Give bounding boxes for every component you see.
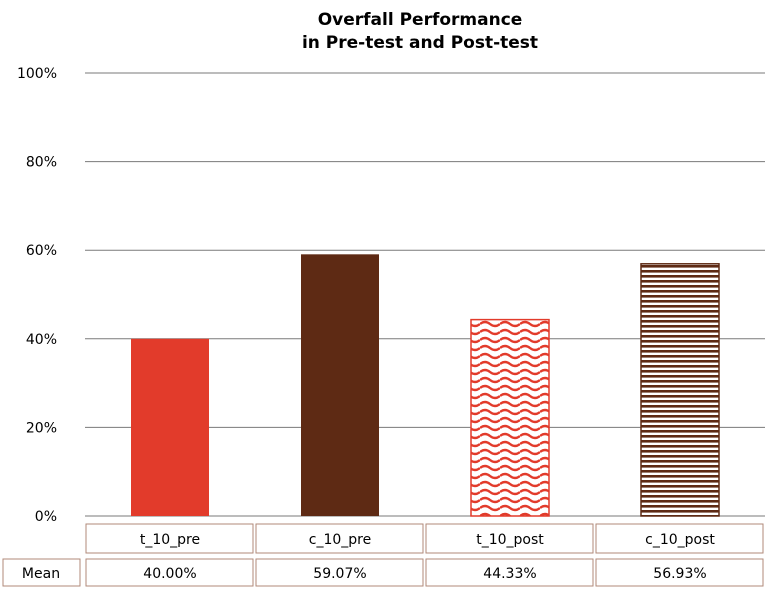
table-value-cell <box>85 558 254 587</box>
chart-title-line-1: Overfall Performance <box>318 10 523 30</box>
bar-c_10_post <box>640 263 720 517</box>
bar-t_10_pre <box>131 338 209 516</box>
series-label: Mean <box>22 566 60 582</box>
y-tick-label: 40% <box>26 332 57 348</box>
table-header-cell <box>85 523 254 554</box>
table-header-cell <box>425 523 594 554</box>
bar-c_10_pre <box>301 254 379 517</box>
table-value-cell <box>255 558 424 587</box>
category-label: t_10_pre <box>140 532 200 548</box>
y-tick-label: 100% <box>17 66 57 82</box>
table-value-cell <box>425 558 594 587</box>
y-tick-label: 60% <box>26 243 57 259</box>
table-value-cell <box>595 558 764 587</box>
chart-title-line-2: in Pre-test and Post-test <box>302 33 538 53</box>
bars <box>131 254 720 517</box>
table-header-cell <box>595 523 764 554</box>
data-label-t_10_pre: 40.00% <box>143 566 196 582</box>
category-label: c_10_pre <box>309 532 371 548</box>
table-row-label-cell <box>2 558 81 587</box>
y-tick-label: 80% <box>26 155 57 171</box>
data-label-c_10_pre: 59.07% <box>313 566 366 582</box>
table-header-cell <box>255 523 424 554</box>
data-table: t_10_pre c_10_pre t_10_post c_10_post Mean 40… <box>2 523 764 587</box>
bar-t_10_post <box>470 318 550 517</box>
y-tick-label: 20% <box>26 420 57 436</box>
data-label-c_10_post: 56.93% <box>653 566 706 582</box>
category-label: t_10_post <box>476 532 544 548</box>
y-tick-label: 0% <box>35 509 57 525</box>
category-label: c_10_post <box>645 532 715 548</box>
y-axis-ticks: 0% 20% 40% 60% 80% 100% <box>17 66 57 525</box>
data-label-t_10_post: 44.33% <box>483 566 536 582</box>
